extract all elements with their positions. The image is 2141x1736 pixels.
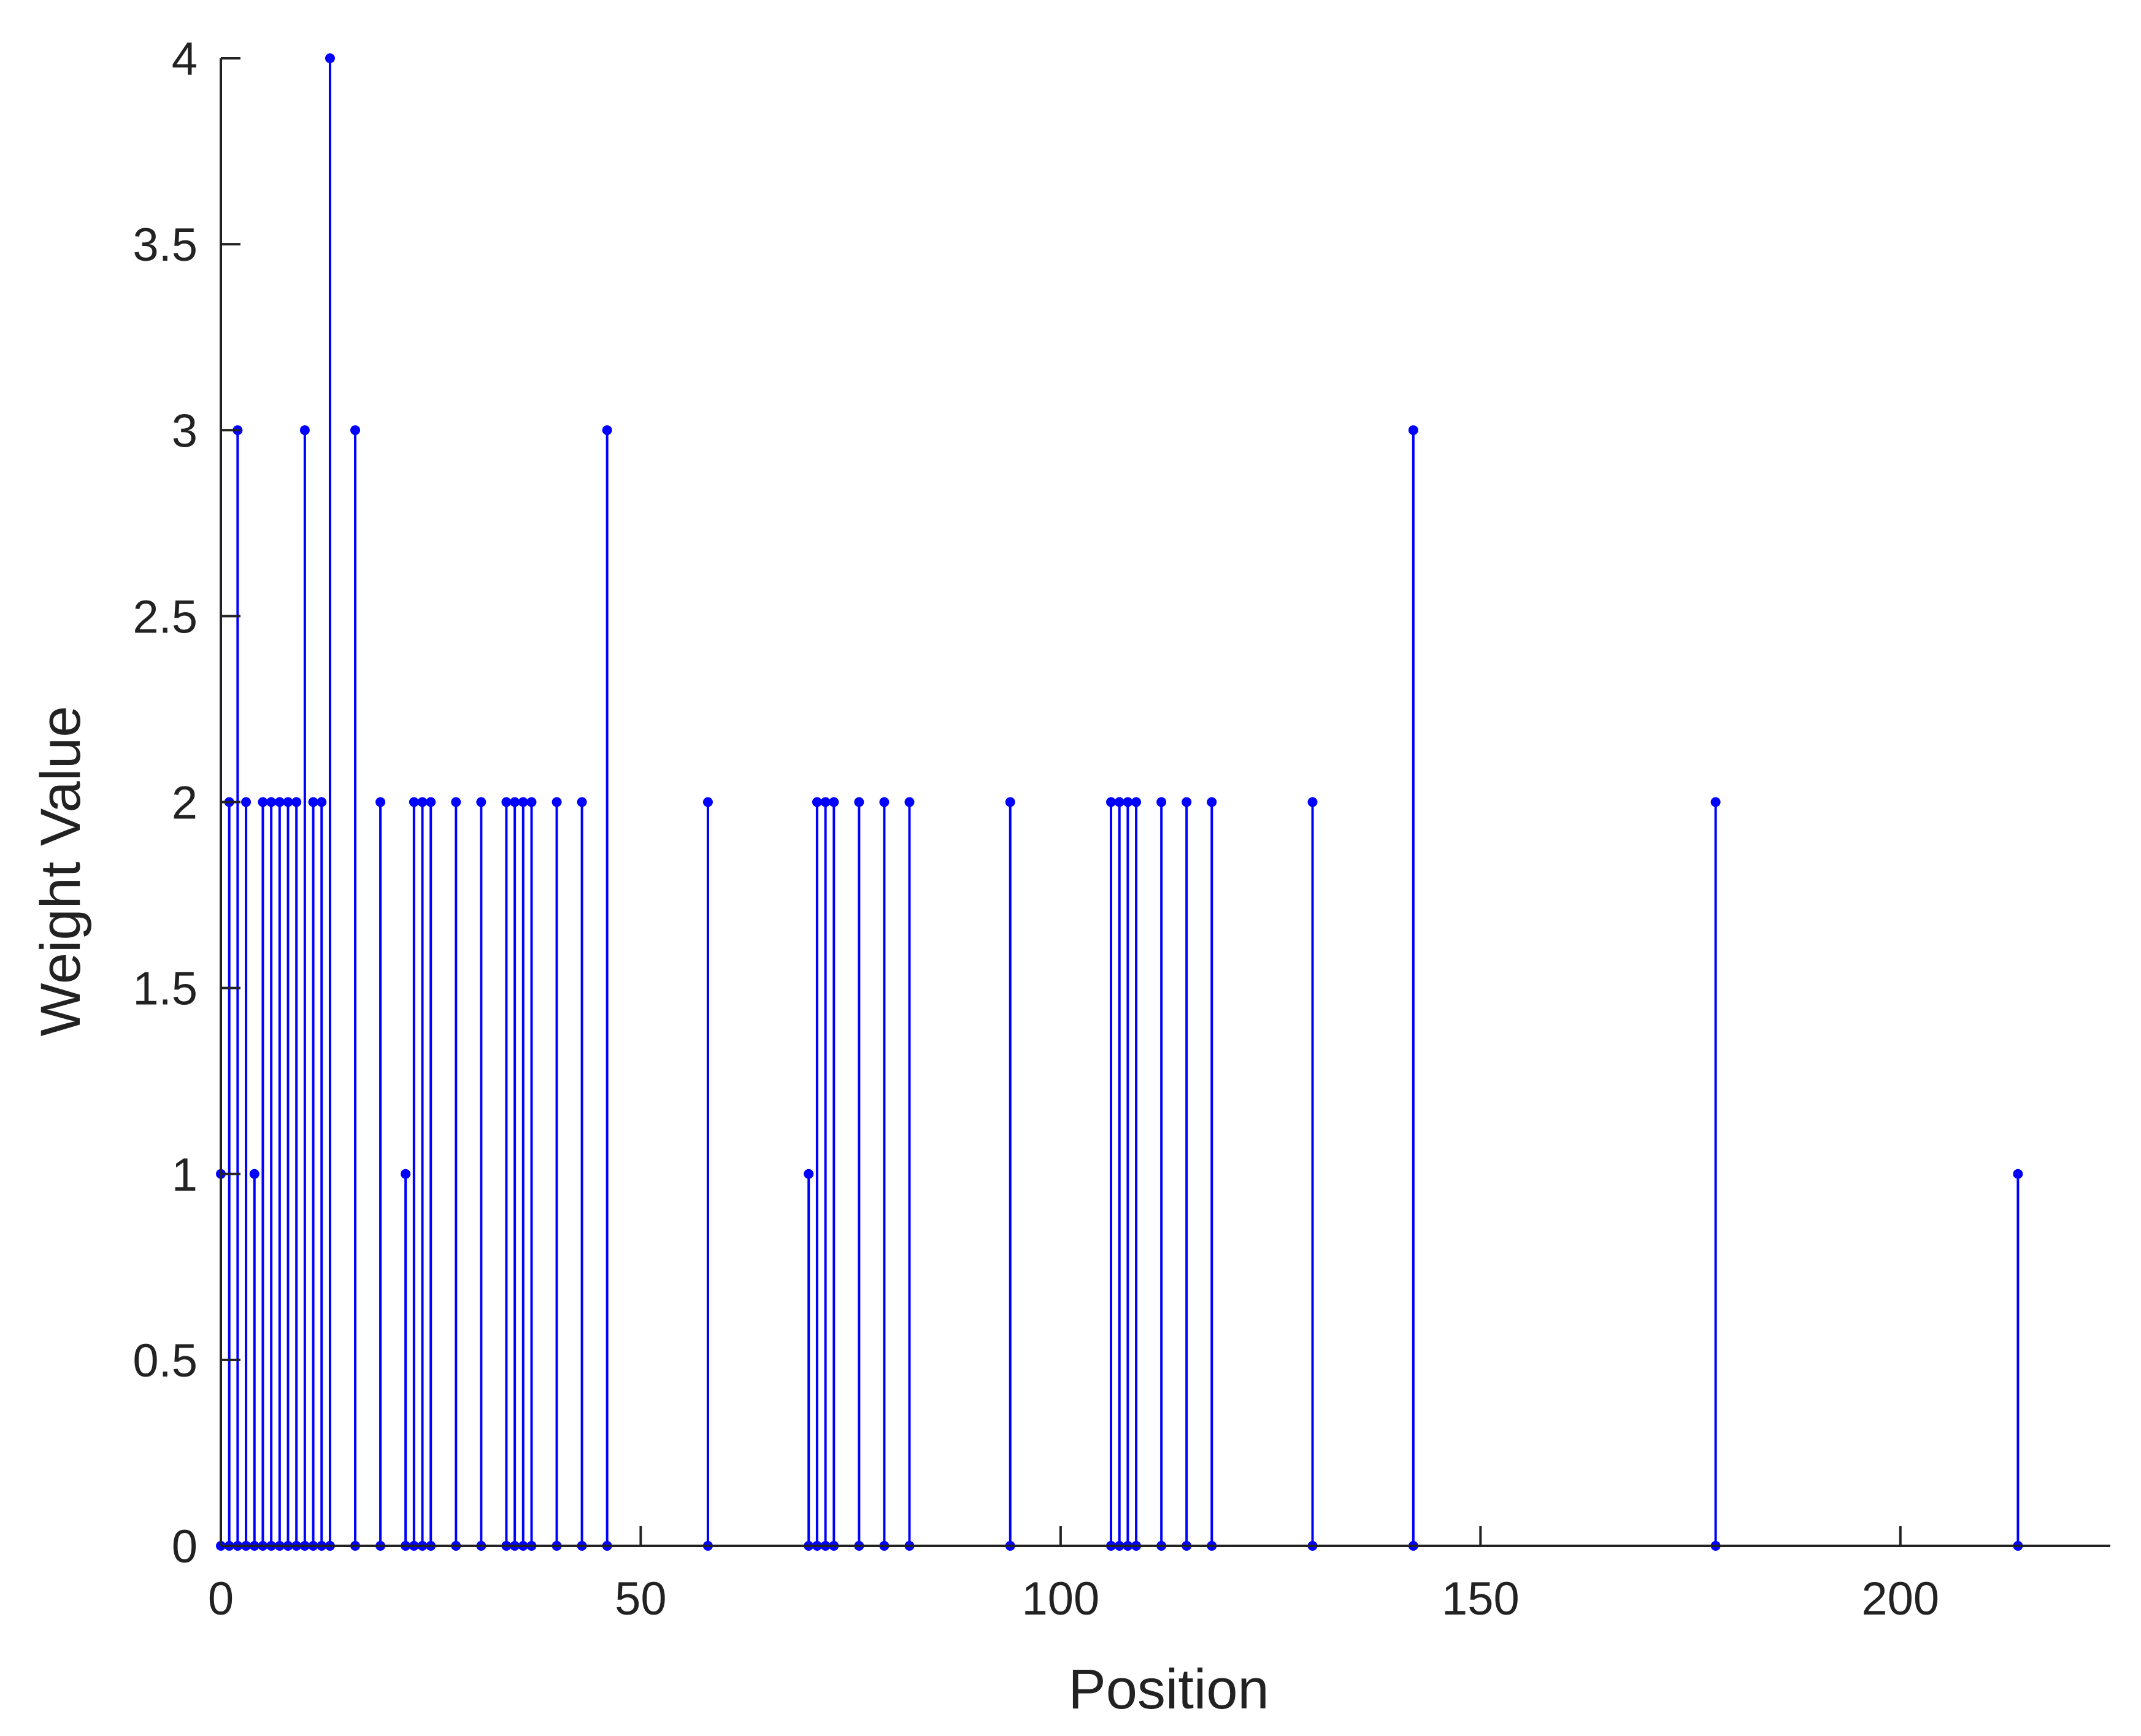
x-tick-label: 50 [615,1573,667,1625]
stem-marker [812,797,822,807]
y-tick-label: 3.5 [133,219,198,271]
stem-marker [476,797,486,807]
stem-marker [426,797,436,807]
stem-marker [510,797,520,807]
stem-marker [409,797,419,807]
stem-marker [299,425,310,436]
stem-marker [401,1169,411,1179]
stem-marker [317,797,327,807]
stem-marker [904,797,915,807]
stem-marker [577,797,587,807]
x-axis-label: Position [1068,1658,1269,1721]
y-tick-label: 3 [172,405,198,457]
stem-marker [283,797,293,807]
stem-marker [702,797,713,807]
stem-marker [241,797,252,807]
stem-marker [1131,797,1142,807]
x-tick-label: 150 [1442,1573,1520,1625]
y-tick-label: 0 [172,1521,198,1573]
stem-marker [804,1169,814,1179]
stem-marker [602,425,612,436]
stem-marker [1106,797,1117,807]
y-axis-label: Weight Value [29,706,92,1037]
y-tick-label: 1 [172,1149,198,1201]
stem-marker [291,797,302,807]
stem-marker [854,797,864,807]
stem-marker [518,797,528,807]
y-tick-label: 2 [172,777,198,829]
stem-marker [417,797,428,807]
stem-marker [829,797,839,807]
stem-marker [258,797,268,807]
stem-marker [350,425,361,436]
stem-marker [2013,1169,2023,1179]
stem-marker [266,797,277,807]
stem-marker [501,797,512,807]
stem-marker [879,797,890,807]
stem-marker [1156,797,1167,807]
stem-marker [1123,797,1133,807]
stem-series [216,53,2023,1551]
stem-marker [451,797,461,807]
stem-marker [274,797,285,807]
stem-marker [308,797,318,807]
stem-marker [1005,797,1015,807]
y-tick-label: 0.5 [133,1335,198,1387]
y-tick-label: 2.5 [133,591,198,643]
stem-marker [1408,425,1418,436]
stem-marker [375,797,386,807]
y-tick-label: 1.5 [133,963,198,1015]
y-tick-label: 4 [172,33,198,85]
x-tick-label: 200 [1861,1573,1939,1625]
x-tick-label: 100 [1021,1573,1099,1625]
stem-marker [1207,797,1217,807]
x-tick-label: 0 [208,1573,234,1625]
stem-marker [1307,797,1318,807]
stem-marker [820,797,831,807]
stem-marker [325,53,335,63]
stem-marker [1710,797,1721,807]
stem-marker [552,797,562,807]
axes: 0 50 100 150 200 0 0.5 1 1.5 2 2.5 3 3.5 4 [133,33,2110,1625]
stem-marker [1182,797,1192,807]
stem-marker [526,797,537,807]
stem-marker [249,1169,259,1179]
stem-marker [1114,797,1124,807]
